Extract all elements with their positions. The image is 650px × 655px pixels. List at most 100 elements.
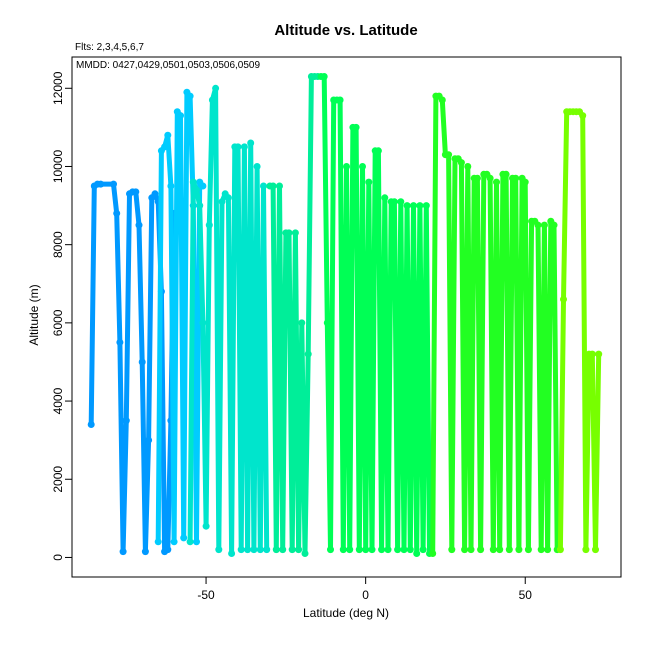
data-point xyxy=(237,546,245,554)
data-point xyxy=(138,358,146,366)
dates-annotation: MMDD: 0427,0429,0501,0503,0506,0509 xyxy=(76,60,260,71)
data-point xyxy=(588,350,596,358)
data-point xyxy=(467,546,475,554)
data-point xyxy=(122,417,130,425)
data-point xyxy=(279,546,287,554)
data-point xyxy=(550,221,558,229)
data-point xyxy=(362,546,370,554)
data-point xyxy=(97,180,105,188)
data-point xyxy=(196,202,204,210)
data-point xyxy=(368,546,376,554)
data-point xyxy=(582,546,590,554)
flights-annotation: Flts: 2,3,4,5,6,7 xyxy=(75,42,144,53)
data-point xyxy=(486,174,494,182)
data-point xyxy=(579,112,587,120)
data-point xyxy=(323,319,331,327)
data-point xyxy=(244,546,252,554)
x-tick-label: 50 xyxy=(519,588,533,602)
data-point xyxy=(193,538,200,546)
data-point xyxy=(135,221,143,229)
data-point xyxy=(272,546,280,554)
data-point xyxy=(145,436,153,444)
data-point xyxy=(359,163,366,170)
data-point xyxy=(298,319,306,327)
y-tick-label: 4000 xyxy=(51,387,65,414)
series-layer xyxy=(87,73,603,557)
data-point xyxy=(502,170,510,178)
data-point xyxy=(132,188,140,196)
data-point xyxy=(336,96,344,104)
data-point xyxy=(461,546,469,554)
data-point xyxy=(540,221,548,229)
data-point xyxy=(556,546,564,554)
data-point xyxy=(544,546,552,554)
plot-frame xyxy=(71,56,622,578)
data-point xyxy=(260,182,267,190)
data-point xyxy=(113,209,121,217)
data-point xyxy=(276,182,283,190)
data-point xyxy=(343,163,350,170)
data-point xyxy=(167,182,175,190)
data-point xyxy=(193,186,200,194)
data-point xyxy=(489,546,497,554)
data-point xyxy=(400,546,408,554)
data-point xyxy=(240,143,248,151)
data-point xyxy=(422,202,430,210)
data-point xyxy=(493,178,500,186)
data-point xyxy=(215,546,223,554)
data-point xyxy=(355,546,363,554)
data-point xyxy=(320,73,328,80)
data-point xyxy=(560,295,567,303)
y-tick-label: 12000 xyxy=(51,71,65,105)
data-point xyxy=(205,221,213,229)
data-point xyxy=(419,546,427,554)
data-point xyxy=(384,546,392,554)
data-point xyxy=(202,522,210,530)
data-point xyxy=(186,538,194,546)
data-point xyxy=(410,202,417,210)
data-point xyxy=(339,546,347,554)
data-point xyxy=(164,546,172,554)
data-point xyxy=(154,538,162,546)
data-point xyxy=(218,198,226,206)
data-point xyxy=(496,546,504,554)
data-point xyxy=(403,202,411,210)
data-point xyxy=(250,546,258,554)
y-tick-label: 6000 xyxy=(51,309,65,336)
data-point xyxy=(291,229,299,237)
data-point xyxy=(304,350,312,358)
data-point xyxy=(397,198,405,206)
data-point xyxy=(512,174,520,182)
data-point xyxy=(295,546,303,554)
data-point xyxy=(515,546,523,554)
data-point xyxy=(263,546,271,554)
data-point xyxy=(534,221,542,229)
chart-title: Altitude vs. Latitude xyxy=(274,22,417,39)
data-point xyxy=(327,546,334,554)
x-axis-label: Latitude (deg N) xyxy=(303,606,389,620)
data-point xyxy=(164,131,172,139)
data-point xyxy=(394,546,402,554)
data-point xyxy=(212,84,220,92)
data-point xyxy=(346,546,354,554)
data-point xyxy=(161,143,169,151)
data-point xyxy=(170,538,178,546)
data-point xyxy=(110,180,117,188)
data-point xyxy=(595,350,603,358)
data-point xyxy=(429,550,437,557)
data-point xyxy=(253,163,261,170)
data-point xyxy=(180,534,188,542)
data-point xyxy=(381,194,389,202)
data-point xyxy=(365,178,373,186)
data-point xyxy=(247,139,255,147)
data-point xyxy=(445,151,453,159)
data-point xyxy=(390,198,398,206)
data-point xyxy=(438,96,446,104)
data-point xyxy=(119,548,127,556)
y-tick-label: 10000 xyxy=(51,149,65,183)
data-point xyxy=(448,546,456,554)
data-point xyxy=(473,174,481,182)
data-point xyxy=(234,143,242,151)
data-point xyxy=(224,194,232,202)
